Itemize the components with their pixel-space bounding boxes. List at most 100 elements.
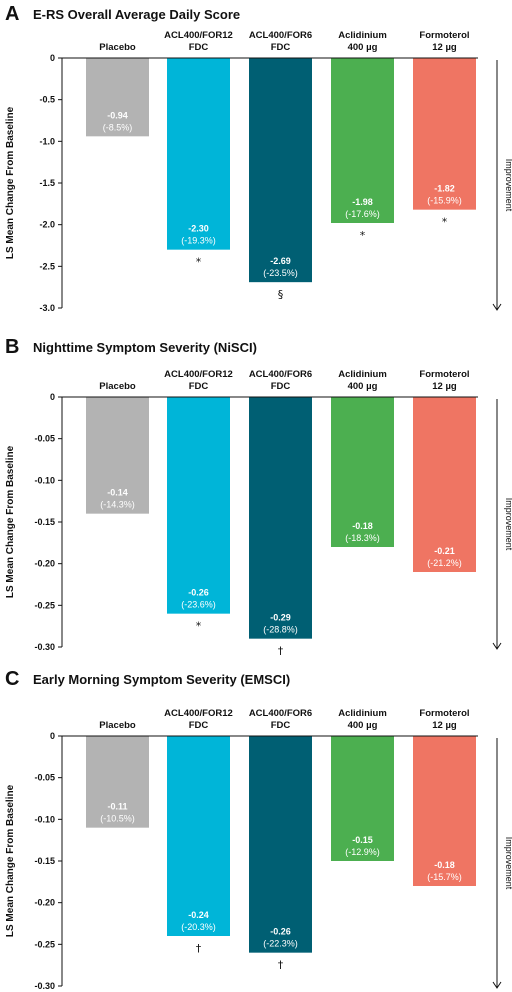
bar (167, 397, 230, 614)
category-label: FDC (189, 381, 209, 392)
y-tick-label: -0.15 (34, 517, 55, 527)
bar-value-label: -2.30 (188, 224, 209, 234)
category-label: 12 µg (432, 381, 457, 392)
bar-percent-label: (-23.5%) (263, 268, 298, 278)
y-tick-label: -2.5 (39, 261, 55, 271)
bar-value-label: -2.69 (270, 256, 291, 266)
category-label: 400 µg (348, 381, 378, 392)
bar (249, 736, 312, 953)
bar (249, 58, 312, 283)
bar-percent-label: (-15.9%) (427, 196, 462, 206)
category-label: Placebo (99, 720, 136, 731)
y-axis-title: LS Mean Change From Baseline (5, 445, 16, 598)
bar (413, 58, 476, 210)
bar-value-label: -0.26 (270, 927, 291, 937)
bar (167, 736, 230, 936)
bar-percent-label: (-10.5%) (100, 814, 135, 824)
bar-percent-label: (-18.3%) (345, 533, 380, 543)
category-label: Formoterol (419, 708, 469, 719)
y-tick-label: -0.25 (34, 939, 55, 949)
improvement-label: Improvement (504, 159, 512, 212)
y-tick-label: -0.10 (34, 475, 55, 485)
panel-a: A E-RS Overall Average Daily Score Placebo… (5, 3, 512, 313)
bar-value-label: -0.11 (107, 802, 127, 812)
arrow-head (492, 981, 502, 989)
category-label: 12 µg (432, 720, 457, 731)
significance-marker: † (278, 645, 284, 658)
category-label: FDC (271, 42, 291, 53)
chart-title: Early Morning Symptom Severity (EMSCI) (33, 672, 290, 687)
y-tick-label: 0 (50, 731, 55, 741)
bar (86, 736, 149, 828)
y-tick-label: -0.05 (34, 773, 55, 783)
improvement-label: Improvement (504, 837, 512, 890)
category-label: 400 µg (348, 720, 378, 731)
panel-letter: A (5, 3, 19, 25)
category-label: ACL400/FOR12 (164, 369, 233, 380)
bar-percent-label: (-22.3%) (263, 939, 298, 949)
bar-value-label: -0.18 (352, 521, 373, 531)
y-axis-title: LS Mean Change From Baseline (5, 784, 16, 937)
category-label: Aclidinium (338, 369, 387, 380)
bar-value-label: -0.14 (107, 488, 128, 498)
y-tick-label: -0.20 (34, 898, 55, 908)
bar-value-label: -1.98 (352, 197, 373, 207)
bar-value-label: -1.82 (434, 184, 455, 194)
bar-percent-label: (-19.3%) (181, 236, 216, 246)
bar (413, 397, 476, 572)
significance-marker: * (196, 256, 202, 269)
y-tick-label: -1.0 (39, 136, 55, 146)
y-tick-label: -2.0 (39, 220, 55, 230)
bar-percent-label: (-21.2%) (427, 558, 462, 568)
chart-title: E-RS Overall Average Daily Score (33, 7, 240, 22)
category-label: Aclidinium (338, 708, 387, 719)
improvement-label: Improvement (504, 498, 512, 551)
bar-value-label: -0.18 (434, 860, 455, 870)
y-tick-label: -3.0 (39, 303, 55, 313)
significance-marker: * (196, 620, 202, 633)
bar-percent-label: (-17.6%) (345, 209, 380, 219)
bar-percent-label: (-14.3%) (100, 500, 135, 510)
bar (413, 736, 476, 886)
category-label: ACL400/FOR12 (164, 30, 233, 41)
y-tick-label: -0.30 (34, 642, 55, 652)
bar-value-label: -0.15 (352, 835, 373, 845)
bar-percent-label: (-28.8%) (263, 625, 298, 635)
significance-marker: § (278, 288, 284, 301)
bar (86, 397, 149, 514)
bar-value-label: -0.94 (107, 110, 128, 120)
bar (86, 58, 149, 137)
y-tick-label: 0 (50, 392, 55, 402)
category-label: Aclidinium (338, 30, 387, 41)
bar-percent-label: (-8.5%) (103, 122, 133, 132)
y-tick-label: -0.5 (39, 95, 55, 105)
category-label: Formoterol (419, 369, 469, 380)
y-tick-label: -0.20 (34, 559, 55, 569)
bar-value-label: -0.24 (188, 910, 209, 920)
category-label: FDC (189, 720, 209, 731)
significance-marker: * (360, 229, 366, 242)
significance-marker: † (278, 959, 284, 972)
y-tick-label: -0.10 (34, 814, 55, 824)
bar (167, 58, 230, 250)
y-tick-label: -0.25 (34, 600, 55, 610)
panel-letter: C (5, 668, 19, 690)
significance-marker: † (196, 942, 202, 955)
bar-percent-label: (-20.3%) (181, 922, 216, 932)
y-tick-label: -0.15 (34, 856, 55, 866)
y-tick-label: -1.5 (39, 178, 55, 188)
panel-letter: B (5, 336, 19, 358)
chart-title: Nighttime Symptom Severity (NiSCI) (33, 340, 257, 355)
category-label: Formoterol (419, 30, 469, 41)
y-tick-label: 0 (50, 53, 55, 63)
category-label: Placebo (99, 42, 136, 53)
bar (331, 58, 394, 223)
y-axis-title: LS Mean Change From Baseline (5, 106, 16, 259)
y-tick-label: -0.30 (34, 981, 55, 991)
bar-percent-label: (-15.7%) (427, 872, 462, 882)
y-tick-label: -0.05 (34, 434, 55, 444)
bar-percent-label: (-12.9%) (345, 847, 380, 857)
category-label: ACL400/FOR6 (249, 30, 312, 41)
significance-marker: * (442, 216, 448, 229)
